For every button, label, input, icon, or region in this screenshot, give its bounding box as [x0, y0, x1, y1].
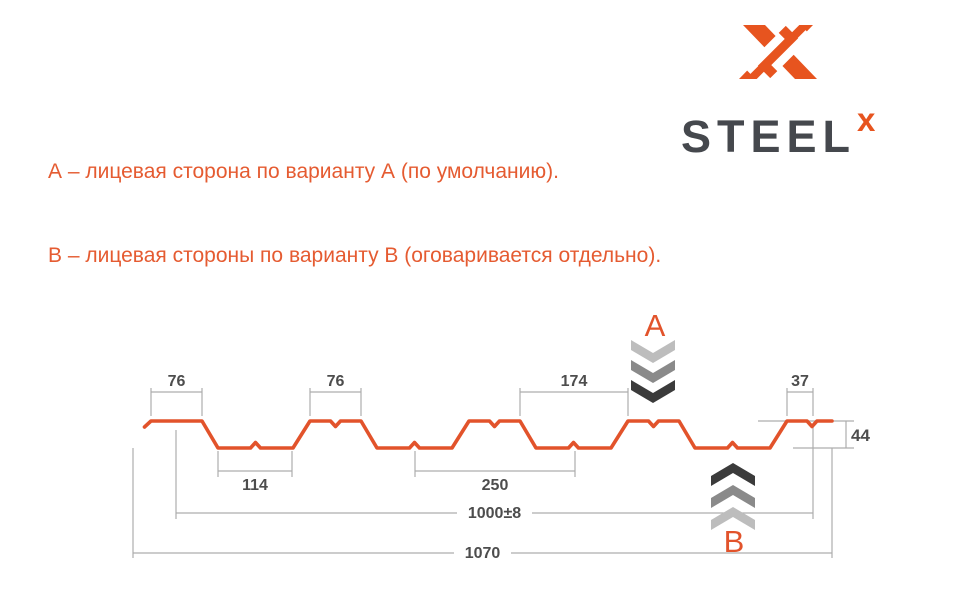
dim-label-profile_height: 44	[851, 426, 870, 445]
dim-label-rib_pitch: 250	[482, 477, 509, 494]
marker-b-chevron-2	[711, 485, 755, 508]
marker-a-label: A	[645, 308, 666, 343]
marker-b-chevron-3	[711, 507, 755, 530]
marker-a-chevron-3	[631, 380, 675, 403]
marker-a-chevron-1	[631, 340, 675, 363]
dim-label-crest_spacing: 174	[561, 373, 588, 390]
marker-b-chevron-1	[711, 463, 755, 486]
dim-label-valley_width: 114	[242, 477, 268, 494]
dim-label-end_crest_width: 37	[791, 373, 809, 390]
dim-label-crest_width_2: 76	[327, 373, 345, 390]
dim-label-crest_width_1: 76	[168, 373, 186, 390]
note-variant-b: В – лицевая стороны по варианту В (огова…	[48, 244, 662, 267]
marker-a-chevron-2	[631, 360, 675, 383]
dim-label-overall_width: 1070	[465, 545, 501, 562]
profile-outline	[142, 419, 834, 450]
dim-label-working_width: 1000±8	[468, 505, 521, 522]
note-variant-a: А – лицевая сторона по варианту А (по ум…	[48, 160, 559, 183]
marker-b-label: B	[724, 524, 745, 559]
